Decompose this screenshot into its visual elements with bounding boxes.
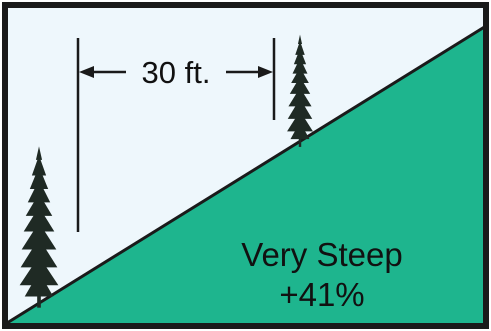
slope-label-percent: +41% [279, 276, 364, 313]
arrow-left-icon [79, 66, 94, 78]
measurement-label: 30 ft. [142, 55, 211, 90]
slope-label-title: Very Steep [241, 236, 402, 273]
arrow-right-icon [258, 66, 273, 78]
diagram-frame [2, 2, 489, 329]
slope-line [6, 24, 487, 325]
